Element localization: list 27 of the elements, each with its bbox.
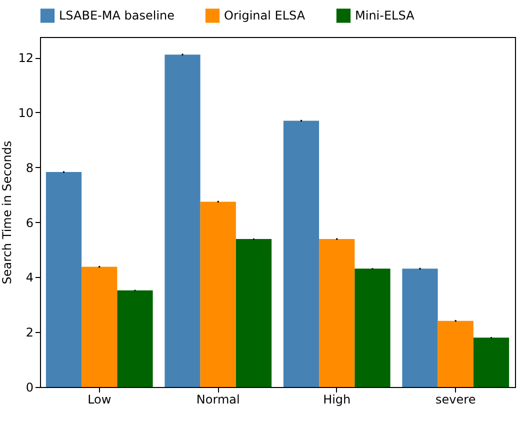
bar: [82, 266, 118, 387]
legend-label: Mini-ELSA: [355, 8, 416, 23]
y-tick-label: 0: [26, 380, 34, 394]
y-tick-label: 10: [18, 106, 34, 120]
y-axis-title: Search Time in Seconds: [0, 140, 14, 284]
y-tick-label: 4: [26, 270, 34, 285]
bar: [117, 290, 153, 387]
bar: [402, 268, 438, 387]
legend-label: Original ELSA: [224, 8, 306, 23]
bar: [438, 320, 474, 387]
y-tick-label: 8: [26, 160, 34, 175]
x-tick-label: High: [323, 392, 351, 406]
bar: [473, 338, 510, 387]
bar: [46, 172, 82, 387]
x-tick-label: Low: [88, 392, 112, 406]
bar: [354, 268, 390, 387]
legend-label: LSABE-MA baseline: [59, 8, 175, 23]
x-tick-label: severe: [436, 392, 476, 406]
bar: [283, 120, 320, 387]
y-tick-label: 12: [18, 51, 34, 66]
bar: [164, 54, 200, 387]
bar: [319, 239, 355, 387]
bar: [236, 239, 272, 387]
y-tick-label: 6: [26, 216, 34, 230]
x-tick-label: Normal: [196, 392, 240, 406]
y-tick-label: 2: [26, 326, 34, 340]
bar: [200, 202, 236, 387]
